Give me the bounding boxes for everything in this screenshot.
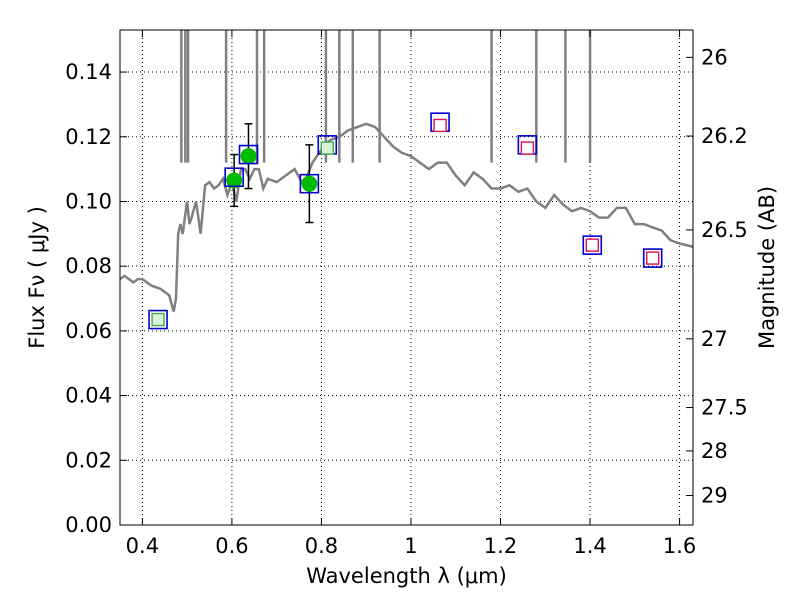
y-tick-label: 0.06 <box>65 319 112 343</box>
x-axis-label: Wavelength λ (μm) <box>306 564 507 588</box>
y-axis-label: Flux Fν ( μJy ) <box>25 206 49 349</box>
tick-marks <box>120 30 693 526</box>
y2-tick-label: 26.2 <box>701 124 748 148</box>
plot-area <box>120 30 693 330</box>
x-tick-label: 0.8 <box>305 534 338 558</box>
model-square-marker <box>642 248 663 268</box>
model-square-marker <box>224 167 244 188</box>
x-tick-label: 1.6 <box>663 534 696 558</box>
green-inner-square <box>151 312 165 327</box>
model-square-marker <box>238 144 259 165</box>
x-tick-label: 0.4 <box>126 534 159 558</box>
y-tick-label: 0.04 <box>65 384 112 408</box>
plot-frame <box>119 29 694 526</box>
observed-point <box>301 175 318 192</box>
x-tick-label: 1.2 <box>484 534 517 558</box>
y2-tick-label: 28 <box>701 439 728 463</box>
model-square-marker <box>299 173 320 194</box>
grid-lines <box>120 30 693 526</box>
red-inner-square <box>646 251 660 265</box>
y-tick-label: 0.02 <box>65 448 112 472</box>
y-tick-label: 0.12 <box>65 125 112 149</box>
red-inner-square <box>585 238 599 252</box>
red-inner-square <box>433 118 447 133</box>
y2-tick-label: 29 <box>701 483 728 507</box>
y2-axis-label: Magnitude (AB) <box>755 186 779 349</box>
model-square-marker <box>148 309 168 330</box>
y-tick-label: 0.10 <box>65 189 112 213</box>
observed-point <box>240 148 257 165</box>
green-inner-square <box>320 141 334 155</box>
y-tick-label: 0.08 <box>65 254 112 278</box>
y2-tick-label: 27.5 <box>701 396 748 420</box>
y2-tick-label: 26 <box>701 45 728 69</box>
model-spectrum-line <box>120 122 693 312</box>
model-square-marker <box>582 235 603 255</box>
x-tick-label: 1.4 <box>573 534 606 558</box>
y-tick-label: 0.14 <box>65 60 112 84</box>
y2-tick-label: 26.5 <box>701 218 748 242</box>
y-tick-label: 0.00 <box>65 513 112 537</box>
x-tick-label: 1 <box>404 534 417 558</box>
observed-point <box>226 172 243 189</box>
y2-tick-label: 27 <box>701 327 728 351</box>
x-tick-label: 0.6 <box>215 534 248 558</box>
red-inner-square <box>520 141 535 155</box>
